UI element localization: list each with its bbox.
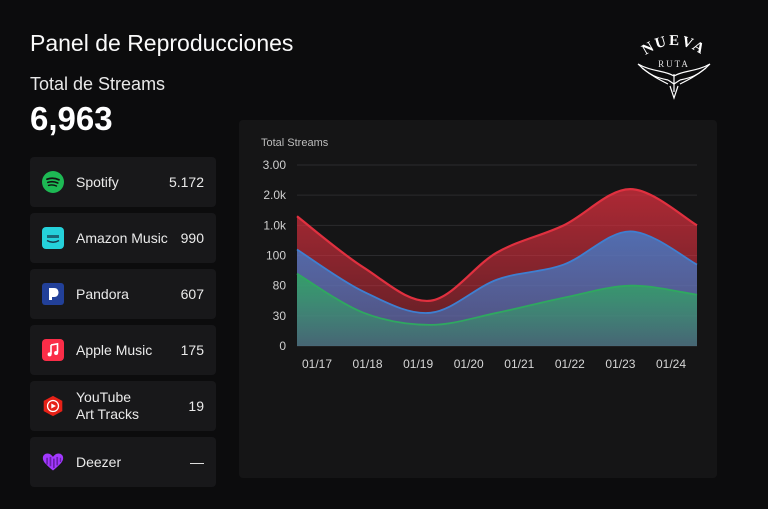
x-tick-label: 01/24 [656, 357, 686, 371]
service-count: 5.172 [168, 174, 204, 190]
x-tick-label: 01/18 [353, 357, 383, 371]
service-name: Pandora [76, 285, 129, 302]
y-tick-label: 1.0k [263, 218, 287, 232]
service-name: Apple Music [76, 341, 153, 358]
total-streams-label: Total de Streams [30, 74, 166, 94]
service-name: Deezer [76, 453, 122, 470]
x-tick-label: 01/23 [605, 357, 635, 371]
x-tick-label: 01/19 [403, 357, 433, 371]
spotify-icon [42, 171, 64, 193]
service-row-apple-music[interactable]: Apple Music 175 [30, 325, 216, 375]
y-tick-label: 3.00 [263, 158, 287, 172]
y-tick-label: 0 [279, 339, 286, 353]
apple-music-icon [42, 339, 64, 361]
nueva-ruta-logo: NUEVA RUTA [637, 33, 711, 100]
x-tick-label: 01/21 [504, 357, 534, 371]
y-tick-label: 2.0k [263, 188, 287, 202]
series-line-base [296, 272, 698, 326]
x-tick-label: 01/22 [555, 357, 585, 371]
series-line-mid [296, 230, 698, 314]
service-row-spotify[interactable]: Spotify 5.172 [30, 157, 216, 207]
total-streams-value: 6,963 [30, 100, 113, 137]
bird-icon [637, 63, 711, 100]
page-title: Panel de Reproducciones [30, 30, 294, 56]
y-tick-label: 80 [273, 279, 287, 293]
y-tick-label: 100 [266, 249, 286, 263]
deezer-icon [42, 451, 64, 473]
streams-chart-card: Total Streams 3.00 2.0k 1.0k 100 80 30 0 01/17 0… [239, 120, 717, 478]
x-tick-label: 01/20 [454, 357, 484, 371]
youtube-icon [42, 395, 64, 417]
logo-line1-text: NUEVA [639, 33, 708, 59]
service-row-amazon-music[interactable]: Amazon Music 990 [30, 213, 216, 263]
service-row-youtube[interactable]: YouTube Art Tracks 19 [30, 381, 216, 431]
pandora-icon [42, 283, 64, 305]
service-name: YouTube Art Tracks [76, 389, 140, 422]
chart-y-label: Total Streams [261, 137, 329, 149]
y-tick-label: 30 [273, 309, 287, 323]
service-count: — [190, 454, 204, 470]
streams-area-chart: 3.00 2.0k 1.0k 100 80 30 0 01/17 01/18 01/19 01/20… [263, 158, 698, 371]
service-count: 607 [180, 286, 204, 302]
series-area-base [297, 273, 697, 346]
service-count: 175 [180, 342, 204, 358]
service-name: Spotify [76, 173, 119, 190]
service-count: 990 [180, 230, 204, 246]
service-count: 19 [188, 398, 204, 414]
service-row-deezer[interactable]: Deezer — [30, 437, 216, 487]
amazon-music-icon [42, 227, 64, 249]
service-row-pandora[interactable]: Pandora 607 [30, 269, 216, 319]
logo-line2-text: RUTA [658, 59, 690, 69]
x-tick-label: 01/17 [302, 357, 332, 371]
series-line-top [296, 188, 698, 302]
service-list: Spotify 5.172 Amazon Music 990 Pandora 607 App… [30, 157, 216, 493]
service-name: Amazon Music [76, 229, 168, 246]
